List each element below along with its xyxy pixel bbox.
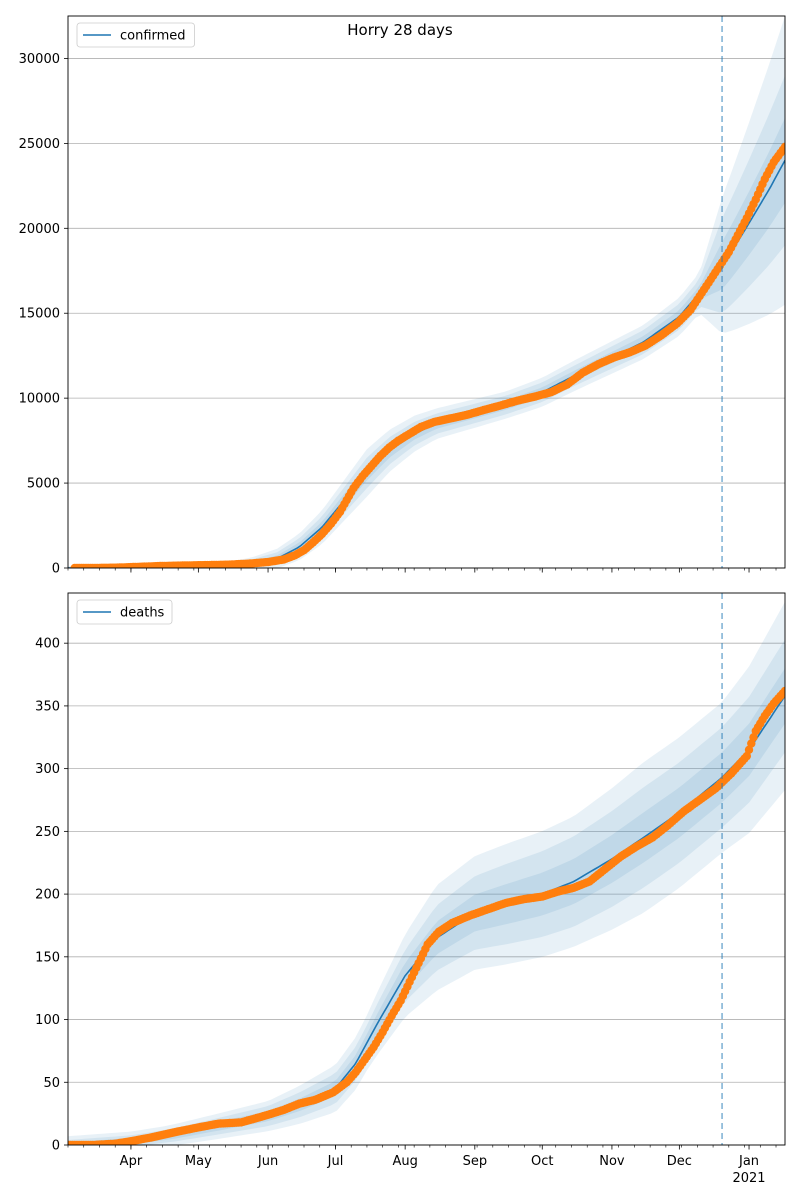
uncertainty-band-1 [68,16,785,568]
y-tick-label: 15000 [19,307,60,322]
legend: confirmed [77,23,195,47]
y-tick-label: 250 [35,825,60,840]
y-tick-label: 400 [35,637,60,652]
y-tick-label: 0 [52,1139,60,1154]
uncertainty-band-3 [68,118,785,568]
chart-panel-1: 0 5000 10000 15000 20000 25000 30000 confirmed [19,16,790,577]
x-tick-label: Aug [392,1154,417,1169]
plot-area [68,16,789,572]
chart-panel-2: 0 50 100 150 200 250 300 350 400 Apr May Jun Jul Aug S… [35,593,789,1186]
figure-canvas: 050001000015000200002500030000confirmed0… [0,0,800,1200]
model-line [68,160,785,568]
y-tick-label: 30000 [19,52,60,67]
x-tick-sublabel: 2021 [732,1171,765,1186]
y-tick-label: 200 [35,888,60,903]
y-tick-label: 10000 [19,392,60,407]
x-tick-label: Apr [120,1154,143,1169]
axes-frame [68,16,785,568]
y-tick-label: 0 [52,562,60,577]
y-tick-label: 150 [35,950,60,965]
x-tick-label: Jul [327,1154,344,1169]
legend-label: confirmed [120,29,186,44]
uncertainty-band-1 [68,602,785,1145]
x-tick-label: Sep [463,1154,488,1169]
x-tick-label: May [185,1154,212,1169]
x-tick-label: Jun [257,1154,278,1169]
x-tick-label: Jan [738,1154,759,1169]
y-tick-label: 5000 [27,477,60,492]
legend-label: deaths [120,606,165,621]
x-tick-label: Nov [599,1154,625,1169]
y-tick-label: 50 [43,1076,60,1091]
y-tick-label: 20000 [19,222,60,237]
y-tick-label: 300 [35,762,60,777]
legend: deaths [77,600,172,624]
y-tick-label: 350 [35,699,60,714]
x-tick-label: Oct [531,1154,553,1169]
x-tick-label: Dec [667,1154,692,1169]
plot-area [64,602,789,1149]
y-tick-label: 25000 [19,137,60,152]
uncertainty-band-2 [68,639,785,1145]
y-tick-label: 100 [35,1013,60,1028]
